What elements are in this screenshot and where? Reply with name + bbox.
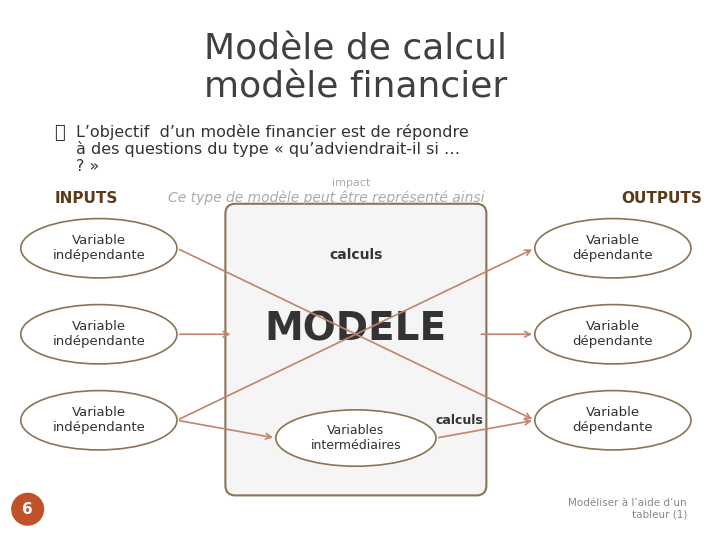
Text: 6: 6: [22, 502, 33, 517]
Text: Variable
indépendante: Variable indépendante: [53, 406, 145, 434]
Text: Variable
dépendante: Variable dépendante: [572, 320, 653, 348]
Text: MODELE: MODELE: [265, 311, 447, 349]
Text: calculs: calculs: [329, 248, 382, 262]
Text: Variable
indépendante: Variable indépendante: [53, 320, 145, 348]
Ellipse shape: [276, 410, 436, 466]
Text: INPUTS: INPUTS: [55, 191, 118, 206]
Ellipse shape: [535, 390, 691, 450]
Text: OUTPUTS: OUTPUTS: [621, 191, 702, 206]
Ellipse shape: [535, 305, 691, 364]
FancyBboxPatch shape: [225, 204, 487, 495]
Text: Modèle de calcul: Modèle de calcul: [204, 33, 508, 67]
Text: calculs: calculs: [436, 414, 484, 427]
Text: Variable
dépendante: Variable dépendante: [572, 234, 653, 262]
Text: Variables
intermédiaires: Variables intermédiaires: [310, 424, 401, 452]
Text: modèle financier: modèle financier: [204, 70, 508, 104]
Text: Modéliser à l’aide d’un
tableur (1): Modéliser à l’aide d’un tableur (1): [568, 497, 687, 519]
Text: ௰: ௰: [55, 124, 65, 141]
Text: Ce type de modèle peut être représenté ainsi: Ce type de modèle peut être représenté a…: [168, 191, 485, 205]
Text: à des questions du type « qu’adviendrait-il si …: à des questions du type « qu’adviendrait…: [76, 141, 460, 158]
Ellipse shape: [21, 305, 177, 364]
Ellipse shape: [535, 219, 691, 278]
Ellipse shape: [21, 390, 177, 450]
Ellipse shape: [21, 219, 177, 278]
Text: impact: impact: [332, 178, 370, 188]
Text: Variable
indépendante: Variable indépendante: [53, 234, 145, 262]
Circle shape: [12, 494, 43, 525]
Text: Variable
dépendante: Variable dépendante: [572, 406, 653, 434]
Text: L’objectif  d’un modèle financier est de répondre: L’objectif d’un modèle financier est de …: [76, 124, 469, 140]
Text: ? »: ? »: [76, 159, 99, 174]
